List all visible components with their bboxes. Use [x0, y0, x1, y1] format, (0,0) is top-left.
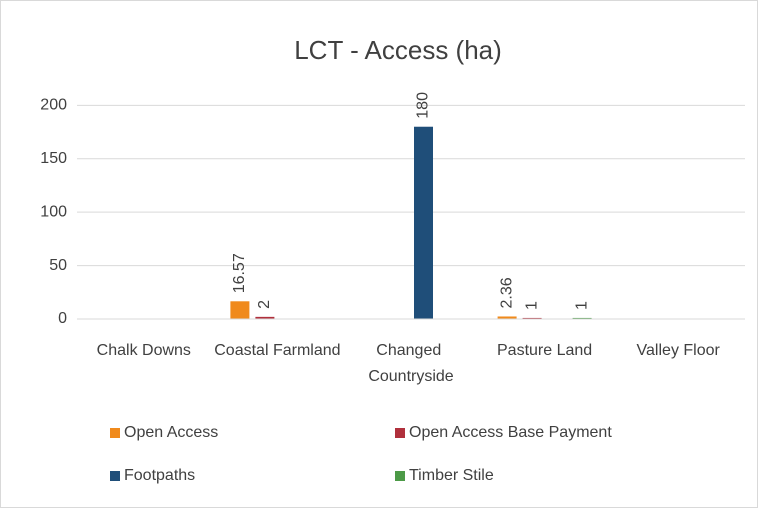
y-tick-label: 150: [40, 150, 67, 167]
legend-swatch: [110, 471, 120, 481]
legend-swatch: [395, 428, 405, 438]
x-tick-label: Changed Countryside: [368, 342, 453, 385]
bar: [230, 301, 250, 319]
x-tick-label: Chalk Downs: [97, 342, 191, 359]
x-tick-label: Pasture Land: [497, 342, 592, 359]
legend-label: Open Access: [124, 424, 218, 441]
data-label: 2: [256, 300, 273, 309]
data-label: 2.36: [498, 277, 515, 308]
bar: [255, 316, 275, 319]
bar: [572, 317, 592, 319]
x-tick-label: Valley Floor: [637, 342, 721, 359]
bar: [414, 126, 433, 320]
x-tick-label: Coastal Farmland: [214, 342, 340, 359]
bar: [522, 317, 542, 319]
legend-label: Timber Stile: [409, 467, 494, 484]
chart-title: LCT - Access (ha): [294, 35, 502, 65]
y-tick-label: 0: [58, 310, 67, 327]
legend-swatch: [395, 471, 405, 481]
legend-swatch: [110, 428, 120, 438]
data-label: 1: [573, 301, 590, 310]
legend-label: Open Access Base Payment: [409, 424, 612, 441]
data-label: 16.57: [231, 253, 248, 293]
y-tick-label: 100: [40, 203, 67, 220]
data-label: 180: [415, 92, 432, 119]
y-tick-label: 50: [49, 257, 67, 274]
data-label: 1: [523, 301, 540, 310]
legend-label: Footpaths: [124, 467, 195, 484]
bar: [497, 316, 517, 319]
y-tick-label: 200: [40, 97, 67, 114]
